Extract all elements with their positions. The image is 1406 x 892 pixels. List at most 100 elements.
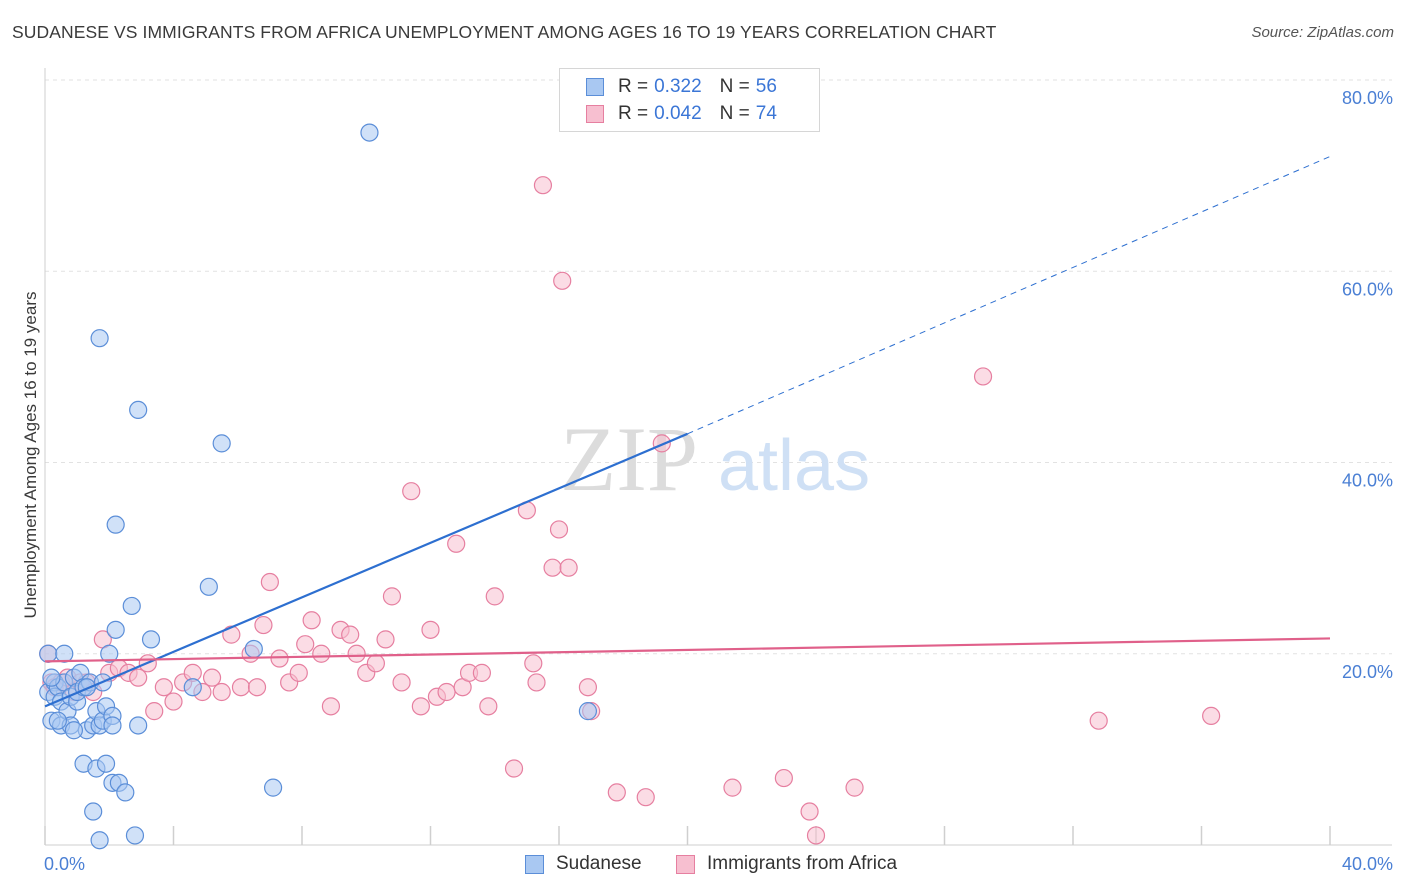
africa-point — [774, 768, 793, 788]
africa-point — [437, 682, 456, 702]
sudanese-point — [263, 778, 283, 797]
africa-point — [549, 520, 569, 539]
sudanese-point — [106, 515, 125, 534]
y-tick-label: 80.0% — [1342, 88, 1393, 108]
africa-point — [212, 682, 231, 702]
africa-point — [231, 678, 251, 697]
y-tick-label: 20.0% — [1342, 662, 1393, 682]
legend-swatch-sudanese — [586, 78, 604, 96]
africa-point — [806, 826, 826, 845]
sudanese-point — [100, 644, 119, 663]
africa-point — [202, 668, 222, 687]
africa-point — [341, 625, 360, 644]
africa-point — [543, 558, 562, 577]
sudanese-point — [84, 802, 103, 821]
series-legend-africa[interactable]: Immigrants from Africa — [676, 852, 897, 876]
africa-point — [578, 678, 598, 697]
correlation-legend: R = 0.322 N = 56 R = 0.042 N = 74 — [559, 68, 820, 132]
legend-n-value: 74 — [755, 103, 777, 124]
africa-point — [321, 697, 341, 716]
africa-points — [39, 176, 1221, 845]
sudanese-point — [141, 630, 161, 649]
africa-point — [533, 176, 553, 195]
africa-point — [296, 635, 315, 654]
africa-point — [559, 558, 578, 577]
africa-point — [485, 587, 504, 606]
sudanese-point — [212, 434, 231, 453]
gridlines — [45, 79, 1392, 655]
africa-point — [1202, 706, 1221, 726]
africa-point — [524, 654, 543, 673]
africa-point — [421, 620, 440, 639]
africa-point — [164, 692, 183, 711]
sudanese-point — [90, 831, 109, 850]
africa-point — [447, 534, 466, 553]
sudanese-point — [90, 329, 109, 348]
africa-point — [260, 572, 279, 592]
sudanese-point — [360, 123, 379, 142]
x-tick-labels: 0.0% 40.0% — [44, 854, 1393, 874]
sudanese-point — [55, 644, 74, 663]
legend-row-sudanese: R = 0.322 N = 56 — [586, 75, 777, 99]
sudanese-point — [129, 400, 148, 420]
africa-point — [411, 697, 430, 716]
africa-trend-line — [44, 637, 1331, 663]
sudanese-point — [578, 702, 598, 721]
legend-swatch-africa — [586, 105, 604, 123]
africa-point — [636, 788, 655, 807]
legend-r-label: R = — [618, 103, 649, 124]
legend-n-value: 56 — [755, 76, 777, 97]
sudanese-point — [244, 639, 263, 659]
sudanese-point — [116, 783, 135, 802]
africa-point — [392, 673, 411, 692]
trend-lines — [44, 156, 1331, 708]
source-label: Source: ZipAtlas.com — [1251, 24, 1394, 41]
africa-point — [254, 615, 273, 635]
x-tick-label-min: 0.0% — [44, 854, 85, 874]
sudanese-point — [103, 716, 122, 735]
africa-point — [347, 644, 366, 663]
sudanese-point — [48, 711, 67, 730]
watermark-atlas: atlas — [718, 426, 870, 506]
sudanese-point — [64, 721, 84, 740]
africa-point — [504, 759, 524, 778]
sudanese-point — [125, 826, 145, 845]
africa-point — [553, 271, 572, 290]
legend-r-value: 0.322 — [654, 76, 702, 97]
y-tick-label: 60.0% — [1342, 279, 1393, 299]
sudanese-point — [199, 577, 218, 596]
sudanese-point — [39, 644, 58, 663]
africa-point — [154, 678, 173, 697]
series-swatch-africa — [676, 854, 695, 874]
africa-point — [302, 611, 321, 630]
sudanese-trend-line — [44, 432, 688, 708]
africa-point — [312, 644, 331, 663]
sudanese-point — [96, 754, 116, 773]
legend-n-label: N = — [719, 76, 750, 97]
sudanese-point — [106, 620, 125, 639]
y-axis-title: Unemployment Among Ages 16 to 19 years — [21, 292, 40, 619]
africa-point — [145, 702, 164, 721]
africa-point — [270, 649, 289, 668]
series-label-sudanese: Sudanese — [556, 853, 642, 874]
y-tick-labels: 20.0% 40.0% 60.0% 80.0% — [1342, 88, 1393, 682]
sudanese-point — [122, 596, 141, 616]
africa-point — [1089, 711, 1108, 730]
series-legend-sudanese[interactable]: Sudanese — [525, 852, 642, 876]
africa-point — [607, 783, 626, 802]
legend-row-africa: R = 0.042 N = 74 — [586, 102, 777, 126]
africa-point — [845, 778, 864, 797]
africa-point — [376, 630, 395, 649]
africa-point — [472, 663, 491, 682]
sudanese-points — [39, 123, 598, 850]
x-tick-label-max: 40.0% — [1342, 854, 1393, 874]
sudanese-trend-extension — [687, 156, 1331, 435]
legend-n-label: N = — [719, 103, 750, 124]
sudanese-point — [183, 678, 202, 697]
africa-point — [289, 663, 308, 682]
africa-point — [382, 587, 402, 606]
africa-point — [479, 697, 498, 716]
africa-point — [366, 654, 385, 673]
chart-title: SUDANESE VS IMMIGRANTS FROM AFRICA UNEMP… — [12, 22, 997, 42]
